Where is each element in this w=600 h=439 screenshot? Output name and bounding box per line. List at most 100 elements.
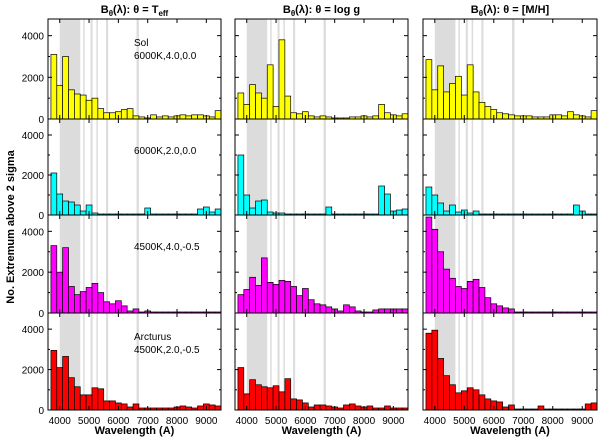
shaded-band [83,313,85,410]
histogram-bar [478,101,486,120]
shaded-band [283,215,285,313]
shaded-band [323,313,326,410]
shaded-band [471,313,474,410]
histogram-bar [50,350,58,411]
histogram-bar [437,358,444,411]
star-label: 4500K,4.0,-0.5 [134,242,200,253]
shaded-band [293,19,296,119]
x-axis-label: Wavelength (A) [470,425,550,437]
panel-M/H-3: 4000 5000 6000 7000 8000 9000 [422,312,598,427]
shaded-band [136,313,139,410]
shaded-band [106,313,109,410]
histogram-bar [261,257,268,314]
histogram-bar [79,394,87,411]
histogram-bar [261,386,268,411]
shaded-band [512,119,515,215]
histogram-bar [496,401,503,411]
x-tick-label: 8000 [166,416,189,427]
histogram-bar [249,84,256,120]
histogram-bar [266,387,274,411]
histogram-bar [484,398,492,411]
x-tick-label: 7000 [324,416,347,427]
histogram-bar [466,387,474,411]
histogram-bar [395,209,403,216]
y-tick-label: 4000 [22,325,45,336]
shaded-band [471,119,474,215]
histogram-bar [455,392,462,411]
histogram-bar [50,245,58,314]
histogram-bar [325,206,333,216]
shaded-band [481,19,484,119]
y-tick-label: 4000 [22,131,45,142]
histogram-bar [425,59,433,120]
histogram-bar [378,104,385,120]
histogram-bar [449,277,456,314]
histogram-bar [573,204,580,216]
shaded-band [270,313,272,410]
y-tick-label: 0 [38,211,44,222]
histogram-bar [307,299,315,314]
column-title: Bθ(λ): θ = [M/H] [471,4,550,18]
histogram-bar [214,405,222,411]
histogram-bar [68,89,75,120]
histogram-bar [431,228,439,314]
star-label: 4500K,2.0,-0.5 [134,345,200,356]
shaded-band [106,19,109,119]
shaded-band [96,215,98,313]
histogram-bar [349,403,356,411]
histogram-bar [249,379,256,411]
panel-grid: 0 2000 4000 Sol 6000K,4.0,0.0 0 2000 4000 6000K,… [22,18,598,427]
histogram-bar [68,377,75,411]
shaded-band [458,215,460,313]
histogram-bar [502,113,509,120]
shaded-band [83,119,85,215]
histogram-bar [68,286,75,314]
histogram-bar [237,294,245,314]
histogram-bar [290,112,297,120]
histogram-bar [378,308,385,314]
histogram-bar [496,112,503,120]
histogram-bar [443,210,450,216]
panel-frame [47,312,222,411]
histogram-bar [466,281,474,314]
shaded-band [471,215,474,313]
histogram-bar [290,286,297,314]
histogram-bar [103,301,110,314]
histogram-bar [237,367,245,411]
histogram-bar [237,92,245,120]
histogram-bar [401,113,409,120]
histogram-bar [249,276,256,314]
histogram-bar [443,268,450,314]
x-tick-label: 6000 [294,416,317,427]
y-tick-label: 2000 [22,73,45,84]
histogram-bar [79,94,87,120]
x-tick-label: 6000 [483,416,506,427]
y-tick-label: 4000 [22,227,45,238]
histogram-bar [56,367,64,411]
shaded-band [96,313,98,410]
histogram-bar [62,200,69,216]
histogram-bar [508,308,515,314]
y-tick-label: 0 [38,309,44,320]
histogram-bar [132,308,140,314]
x-tick-label: 8000 [542,416,565,427]
histogram-bar [449,384,456,411]
shaded-band [512,313,515,410]
y-tick-label: 4000 [22,32,45,43]
histogram-bar [91,387,99,411]
panel-Teff-3: 0 2000 4000 Arcturus 4500K,2.0,-0.5 4000 5000 6… [22,312,222,427]
shaded-band [136,19,139,119]
shaded-band [59,119,81,215]
shaded-band [106,119,109,215]
x-tick-label: 9000 [571,416,594,427]
histogram-bar [197,208,204,216]
histogram-bar [79,210,87,216]
histogram-bar [191,114,198,120]
histogram-bar [109,112,116,120]
histogram-bar [74,386,81,411]
x-tick-label: 5000 [78,416,101,427]
histogram-bar [214,110,222,120]
histogram-bar [120,109,128,120]
x-tick-label: 7000 [512,416,535,427]
